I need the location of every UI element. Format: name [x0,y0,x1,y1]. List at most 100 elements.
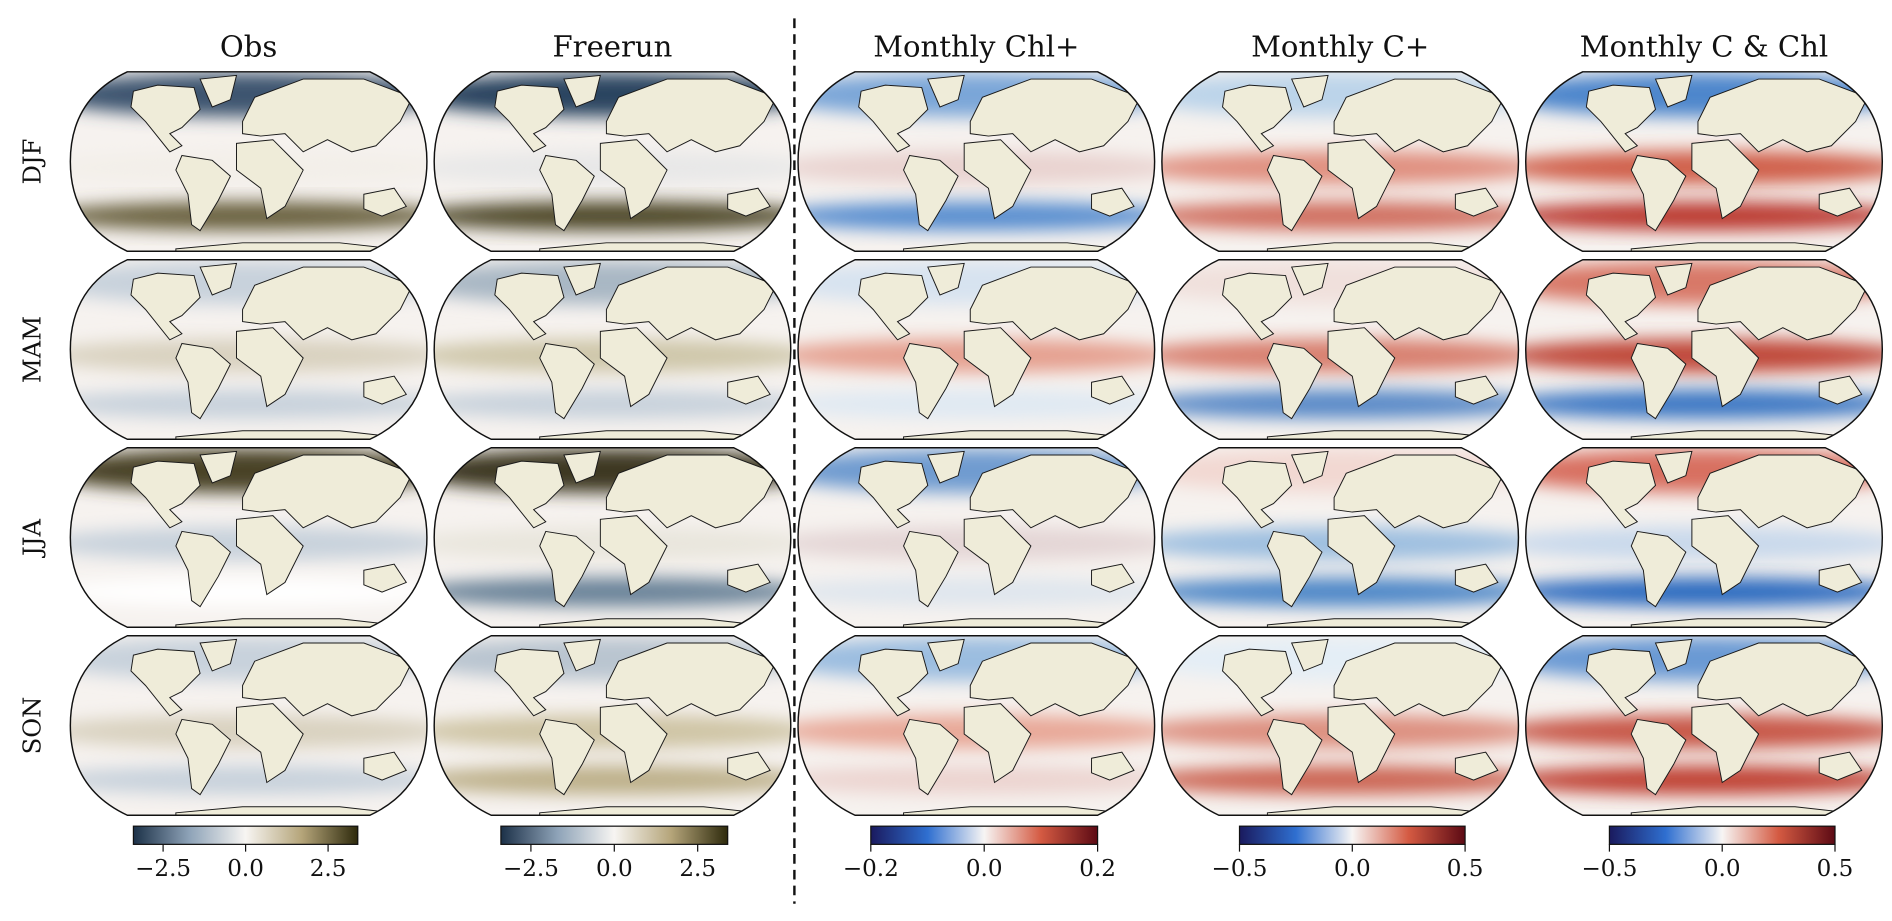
map-field [1161,447,1519,628]
ocean-band [434,577,791,607]
land [199,74,238,108]
map-field [70,447,427,628]
row-label: MAM [17,316,46,383]
ocean-band [1525,389,1883,419]
land [130,648,201,717]
land [1691,515,1760,596]
map-panel [797,447,1156,628]
ocean-band [1525,765,1883,795]
land [242,642,414,717]
map-field [1161,71,1519,252]
land [1290,450,1329,484]
column-title: Freerun [553,30,673,64]
colorbar-tick-label: −0.5 [1212,856,1268,882]
colorbar-tick-label: 0.0 [1704,856,1741,882]
land [1454,375,1499,405]
map-outline [433,447,792,628]
land [494,648,565,717]
land [1222,272,1293,341]
land [1654,74,1693,108]
map-field [434,259,791,440]
colorbar [870,825,1099,845]
land [1091,375,1135,405]
land [1585,460,1657,529]
land [963,703,1032,784]
map-panel [69,259,428,441]
land [130,84,201,153]
land [1697,642,1869,717]
land [1266,718,1323,796]
map-outline [433,635,792,816]
map-field [1525,71,1883,252]
land [1454,751,1499,781]
land [1222,460,1293,529]
map-outline [797,259,1156,441]
land [927,638,965,672]
land [1222,84,1293,153]
map-outline [797,71,1156,253]
land [1333,78,1505,153]
land [242,266,414,341]
map-outline [1161,259,1520,441]
map-outline [1525,71,1884,253]
land [599,703,668,784]
land [363,563,408,593]
land [236,515,304,596]
colorbar-tick-label: 0.2 [1079,856,1116,882]
land [130,460,201,529]
land [1333,454,1505,529]
land [1266,530,1323,608]
land [927,450,965,484]
land [1266,342,1323,420]
column-title: Obs [220,30,277,64]
ocean-band [1525,577,1883,607]
land [1818,751,1863,781]
land [1290,262,1329,296]
map-panel [1161,259,1520,441]
ocean-band [1161,389,1519,419]
map-outline [797,447,1156,628]
land [1818,375,1863,405]
ocean-band [70,201,427,231]
map-panel [433,635,792,816]
land [605,266,777,341]
colorbar-tick-label: 0.0 [1334,856,1371,882]
map-outline [69,71,428,253]
land [130,272,201,341]
land [563,262,601,296]
land [1327,139,1396,220]
land [1327,327,1396,408]
column-title: Monthly C & Chl [1580,30,1828,64]
land [963,327,1032,408]
land [1654,638,1693,672]
map-panel [69,635,428,816]
map-outline [433,71,792,253]
map-outline [1161,447,1520,628]
ocean-band [1161,201,1519,231]
colorbar-tick-label: 0.5 [1817,856,1854,882]
land [563,638,601,672]
land [539,154,595,232]
land [494,460,565,529]
land [605,642,777,717]
land [539,342,595,420]
land [236,327,304,408]
land [969,454,1141,529]
land [1585,272,1657,341]
colorbar [1608,825,1836,845]
land [1654,262,1693,296]
land [963,515,1032,596]
map-outline [1525,447,1884,628]
row-label: DJF [17,139,46,185]
colorbar-tick-label: −2.5 [135,856,191,882]
map-panel [1525,447,1884,628]
land [199,638,238,672]
land [903,718,959,796]
land [1454,187,1499,217]
land [858,84,929,153]
map-outline [69,259,428,441]
land [1327,703,1396,784]
ocean-band [798,577,1155,607]
ocean-band [434,201,791,231]
map-field [434,447,791,628]
